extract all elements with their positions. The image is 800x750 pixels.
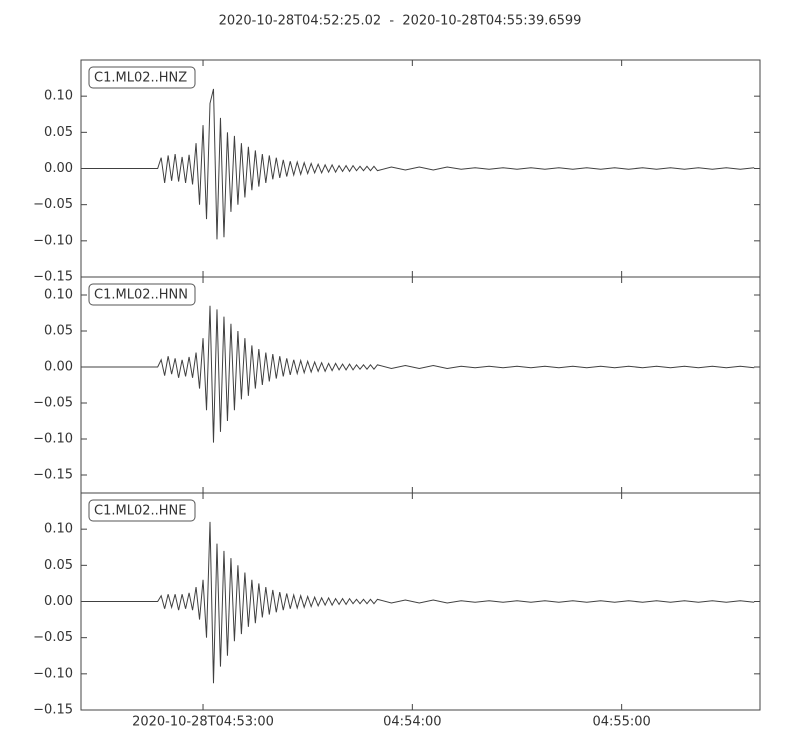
- y-tick-label: 0.10: [44, 522, 73, 537]
- x-tick-label: 2020-10-28T04:53:00: [132, 715, 274, 730]
- y-tick-label: −0.10: [33, 233, 73, 248]
- y-tick-label: 0.10: [44, 288, 73, 303]
- waveform: [84, 88, 755, 240]
- y-tick-label: 0.10: [44, 89, 73, 104]
- y-tick-label: 0.05: [44, 324, 73, 339]
- y-tick-label: 0.05: [44, 125, 73, 140]
- waveform: [84, 305, 755, 443]
- axes-frame: [80, 276, 761, 494]
- x-tick-label: 04:54:00: [383, 715, 441, 730]
- y-tick-label: 0.00: [44, 594, 73, 609]
- trace-label: C1.ML02..HNN: [94, 288, 188, 303]
- y-tick-label: 0.00: [44, 161, 73, 176]
- chart-title: 2020-10-28T04:52:25.02 - 2020-10-28T04:5…: [219, 14, 582, 29]
- y-tick-label: −0.10: [33, 432, 73, 447]
- y-tick-label: −0.05: [33, 630, 73, 645]
- y-tick-label: 0.05: [44, 558, 73, 573]
- y-tick-label: −0.10: [33, 666, 73, 681]
- trace-label: C1.ML02..HNE: [94, 504, 186, 519]
- y-tick-label: −0.05: [33, 396, 73, 411]
- y-tick-label: 0.00: [44, 360, 73, 375]
- y-tick-label: −0.15: [33, 703, 73, 718]
- trace-label-box: [88, 66, 196, 89]
- y-tick-label: −0.05: [33, 197, 73, 212]
- x-tick-label: 04:55:00: [592, 715, 650, 730]
- trace-label: C1.ML02..HNZ: [94, 71, 187, 86]
- axes-frame: [80, 492, 761, 711]
- trace-label-box: [88, 283, 196, 306]
- trace-label-box: [88, 499, 196, 522]
- waveform: [84, 521, 755, 684]
- axes-frame: [80, 59, 761, 278]
- y-tick-label: −0.15: [33, 468, 73, 483]
- y-tick-label: −0.15: [33, 270, 73, 285]
